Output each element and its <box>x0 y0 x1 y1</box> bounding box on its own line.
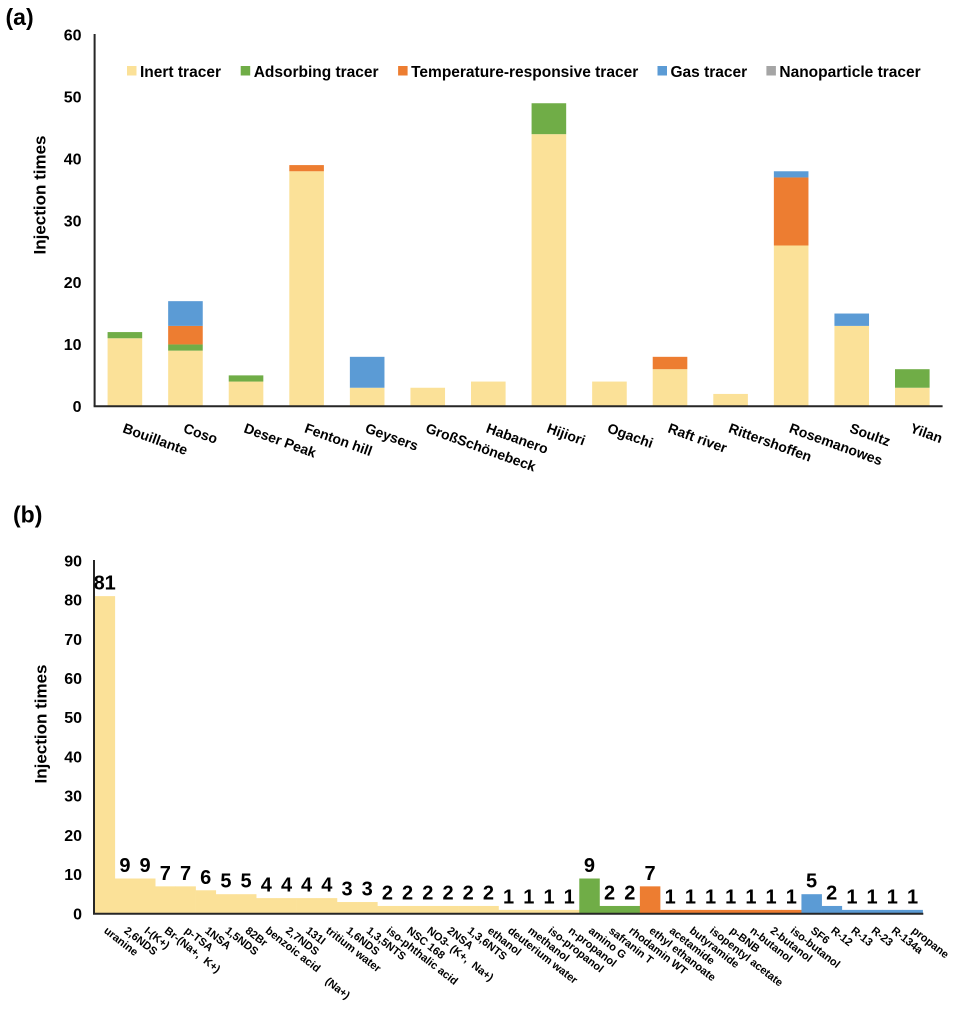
svg-text:70: 70 <box>64 632 82 649</box>
svg-text:10: 10 <box>64 867 82 884</box>
svg-text:60: 60 <box>64 671 82 688</box>
svg-text:(a): (a) <box>6 4 34 30</box>
svg-text:2: 2 <box>826 883 837 905</box>
svg-text:60: 60 <box>64 28 82 45</box>
svg-text:6: 6 <box>200 867 211 889</box>
svg-text:1: 1 <box>786 886 797 908</box>
svg-text:4: 4 <box>321 875 333 897</box>
svg-text:80: 80 <box>64 593 82 610</box>
svg-text:50: 50 <box>64 710 82 727</box>
svg-text:9: 9 <box>140 855 151 877</box>
svg-text:9: 9 <box>584 855 595 877</box>
svg-text:7: 7 <box>160 863 171 885</box>
svg-text:Injection times: Injection times <box>32 664 51 783</box>
svg-text:1: 1 <box>705 886 716 908</box>
svg-text:20: 20 <box>64 828 82 845</box>
svg-text:2: 2 <box>442 883 453 905</box>
svg-text:1: 1 <box>907 886 918 908</box>
svg-text:1: 1 <box>503 886 514 908</box>
svg-text:1: 1 <box>685 886 696 908</box>
svg-text:1: 1 <box>766 886 777 908</box>
svg-text:Gas tracer: Gas tracer <box>671 64 748 81</box>
svg-text:Injection times: Injection times <box>31 135 50 254</box>
svg-text:Nanoparticle tracer: Nanoparticle tracer <box>779 64 920 81</box>
svg-text:2: 2 <box>382 883 393 905</box>
svg-text:Inert tracer: Inert tracer <box>140 64 221 81</box>
svg-text:0: 0 <box>73 906 82 923</box>
svg-text:1: 1 <box>867 886 878 908</box>
svg-text:81: 81 <box>94 573 116 595</box>
svg-text:2: 2 <box>463 883 474 905</box>
svg-text:Adsorbing tracer: Adsorbing tracer <box>254 64 379 81</box>
svg-text:20: 20 <box>64 275 82 292</box>
svg-text:3: 3 <box>341 879 352 901</box>
svg-text:90: 90 <box>64 553 82 570</box>
svg-text:7: 7 <box>644 863 655 885</box>
svg-text:2: 2 <box>483 883 494 905</box>
svg-text:7: 7 <box>180 863 191 885</box>
svg-text:50: 50 <box>64 90 82 107</box>
svg-text:2: 2 <box>402 883 413 905</box>
svg-text:4: 4 <box>301 875 313 897</box>
svg-text:5: 5 <box>241 871 252 893</box>
svg-text:1: 1 <box>846 886 857 908</box>
svg-text:1: 1 <box>564 886 575 908</box>
svg-text:2: 2 <box>604 883 615 905</box>
svg-text:(b): (b) <box>13 502 42 528</box>
svg-text:1: 1 <box>887 886 898 908</box>
svg-text:5: 5 <box>220 871 231 893</box>
svg-text:1: 1 <box>725 886 736 908</box>
svg-text:1: 1 <box>665 886 676 908</box>
svg-text:3: 3 <box>362 879 373 901</box>
svg-text:40: 40 <box>64 151 82 168</box>
svg-text:30: 30 <box>64 213 82 230</box>
svg-text:2: 2 <box>624 883 635 905</box>
svg-text:1: 1 <box>523 886 534 908</box>
svg-text:9: 9 <box>119 855 130 877</box>
svg-text:10: 10 <box>64 337 82 354</box>
svg-text:5: 5 <box>806 871 817 893</box>
svg-text:4: 4 <box>281 875 293 897</box>
svg-text:40: 40 <box>64 749 82 766</box>
svg-text:4: 4 <box>261 875 273 897</box>
svg-text:1: 1 <box>543 886 554 908</box>
svg-text:0: 0 <box>73 399 82 416</box>
svg-text:2: 2 <box>422 883 433 905</box>
svg-text:Temperature-responsive tracer: Temperature-responsive tracer <box>411 64 638 81</box>
svg-text:30: 30 <box>64 789 82 806</box>
svg-text:1: 1 <box>745 886 756 908</box>
